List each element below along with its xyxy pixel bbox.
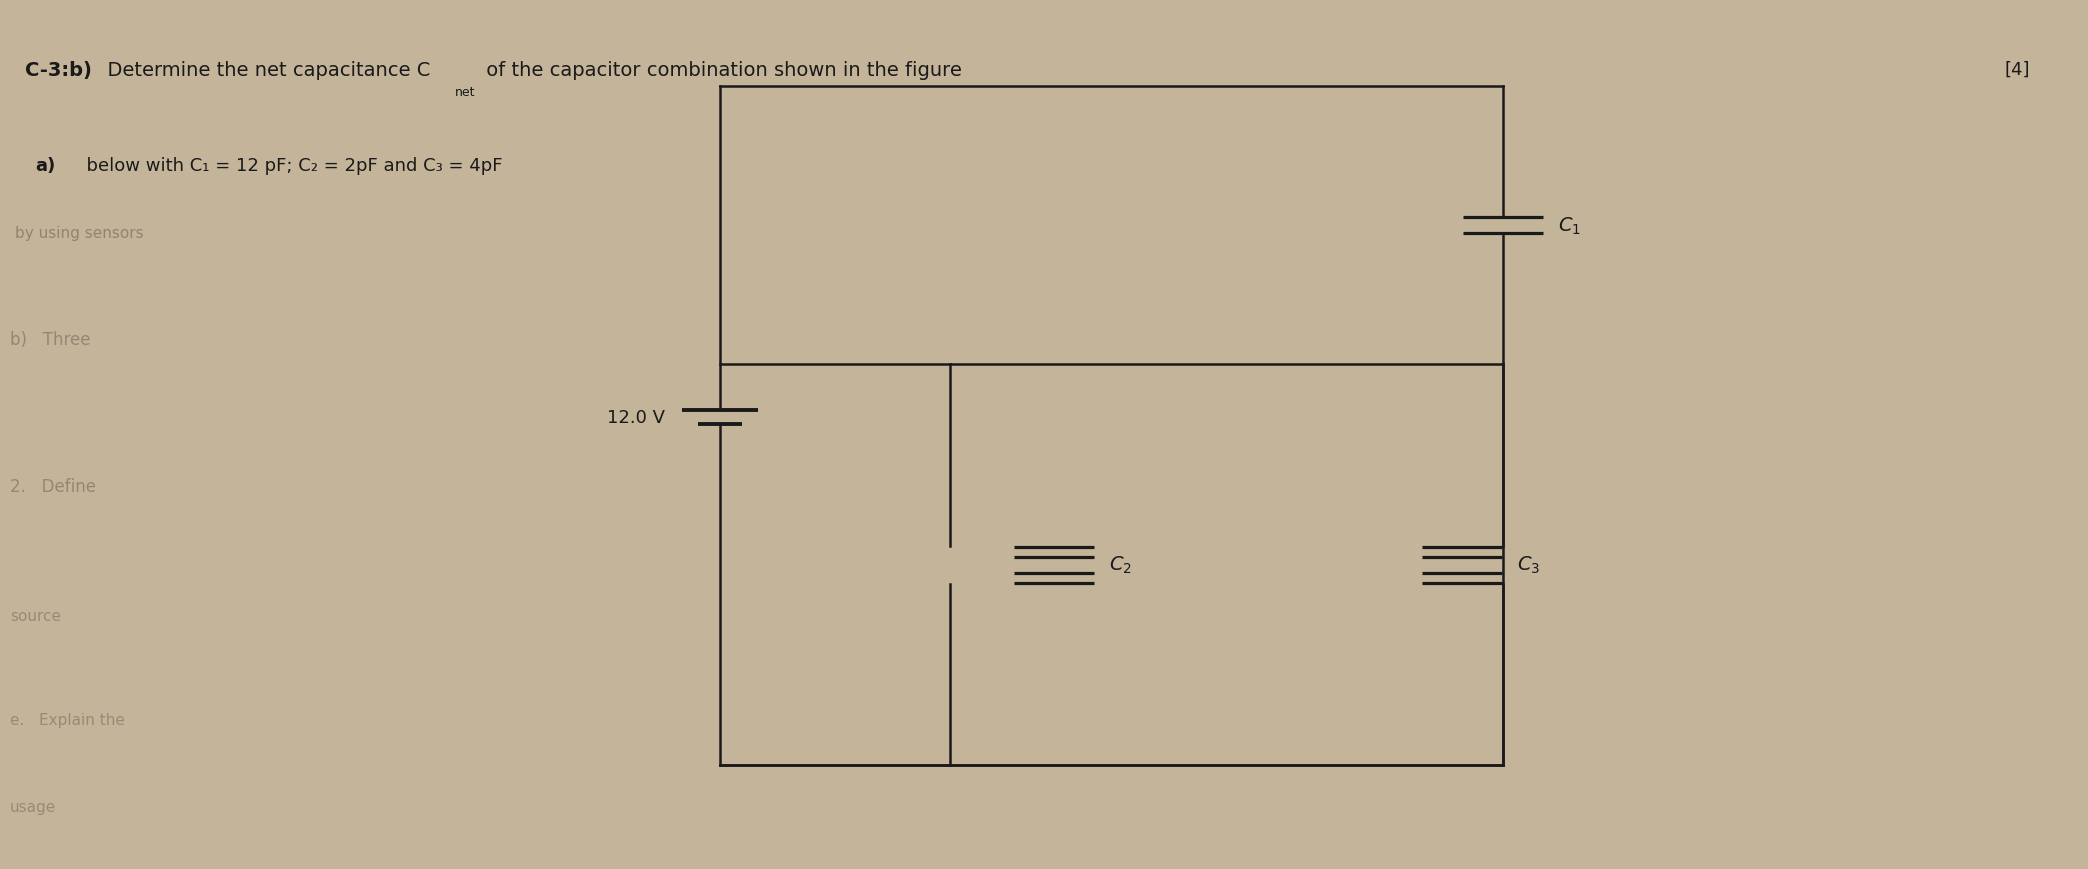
Text: $C_1$: $C_1$ xyxy=(1558,216,1581,236)
Text: by using sensors: by using sensors xyxy=(15,226,144,241)
Text: $C_3$: $C_3$ xyxy=(1516,554,1539,575)
Text: e.   Explain the: e. Explain the xyxy=(10,713,125,727)
Text: [4]: [4] xyxy=(2004,61,2030,79)
Text: net: net xyxy=(455,86,476,99)
Text: 12.0 V: 12.0 V xyxy=(608,408,666,426)
Text: b)   Three: b) Three xyxy=(10,330,90,348)
Text: Determine the net capacitance C: Determine the net capacitance C xyxy=(94,61,430,80)
Text: 2.   Define: 2. Define xyxy=(10,478,96,496)
Text: $C_2$: $C_2$ xyxy=(1109,554,1132,575)
Text: below with C₁ = 12 pF; C₂ = 2pF and C₃ = 4pF: below with C₁ = 12 pF; C₂ = 2pF and C₃ =… xyxy=(75,156,503,175)
Text: of the capacitor combination shown in the figure: of the capacitor combination shown in th… xyxy=(480,61,963,80)
Text: C-3:b): C-3:b) xyxy=(25,61,92,80)
Text: a): a) xyxy=(35,156,54,175)
Text: source: source xyxy=(10,608,61,623)
Text: usage: usage xyxy=(10,799,56,814)
